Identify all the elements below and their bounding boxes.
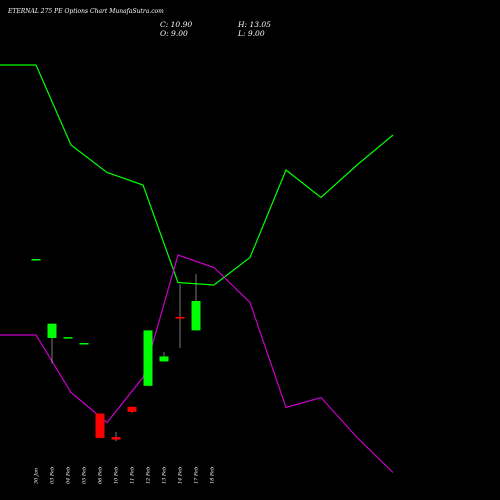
candle-04-Feb: [63, 337, 73, 339]
candlesticks: [31, 259, 201, 442]
x-axis-labels: 30 Jan 03 Feb 04 Feb 05 Feb 06 Feb 10 Feb 11 F…: [34, 467, 216, 484]
low-value: L: 9.00: [238, 29, 265, 38]
x-tick-label: 06 Feb: [98, 467, 104, 484]
candle-10-Feb: [111, 432, 121, 442]
chart-title: ETERNAL 275 PE Options Chart MunafaSutra…: [8, 8, 164, 15]
candle-11-Feb: [127, 406, 137, 413]
x-tick-label: 10 Feb: [114, 467, 120, 484]
candle-17-Feb: [191, 274, 201, 331]
candle-03-Feb: [47, 323, 57, 364]
candle-body: [31, 259, 41, 261]
x-tick-label: 18 Feb: [210, 467, 216, 484]
high-value: H: 13.05: [238, 20, 271, 29]
close-value: C: 10.90: [160, 20, 193, 29]
x-tick-label: 05 Feb: [82, 467, 88, 484]
line-green: [0, 64, 394, 286]
line-magenta: [0, 254, 394, 473]
x-tick-label: 30 Jan: [34, 468, 40, 484]
open-value: O: 9.00: [160, 29, 188, 38]
candle-body: [127, 406, 137, 412]
candle-05-Feb: [79, 343, 89, 345]
x-tick-label: 14 Feb: [178, 467, 184, 484]
candle-body: [159, 356, 169, 362]
x-tick-label: 12 Feb: [146, 467, 152, 484]
candle-body: [111, 437, 121, 440]
x-tick-label: 13 Feb: [162, 467, 168, 484]
candle-12-Feb: [143, 330, 153, 386]
indicator-lines: [0, 64, 394, 473]
candle-13-Feb: [159, 352, 169, 362]
x-tick-label: 04 Feb: [66, 467, 72, 484]
x-tick-label: 03 Feb: [50, 467, 56, 484]
candle-30-Jan: [31, 259, 41, 261]
candle-body: [47, 323, 57, 338]
x-tick-label: 17 Feb: [194, 467, 200, 484]
candle-14-Feb: [175, 284, 185, 349]
candle-06-Feb: [95, 413, 105, 438]
candle-body: [191, 301, 201, 331]
candle-body: [63, 337, 73, 339]
candle-body: [175, 316, 185, 319]
x-tick-label: 11 Feb: [130, 467, 136, 484]
candle-body: [143, 330, 153, 386]
candle-body: [79, 343, 89, 345]
candle-body: [95, 413, 105, 438]
